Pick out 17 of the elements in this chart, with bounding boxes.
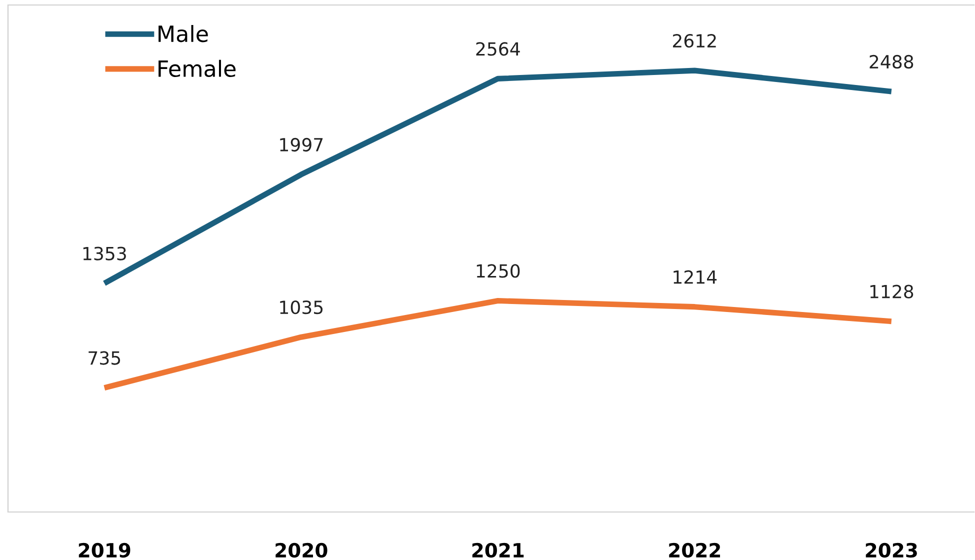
data-label: 2488	[870, 54, 914, 69]
x-tick-label: 2021	[472, 542, 524, 558]
data-label: 1128	[870, 284, 914, 298]
data-label: 2564	[476, 42, 520, 56]
x-tick-label: 2019	[78, 542, 130, 558]
data-label: 1035	[280, 300, 323, 314]
x-tick-label: 2022	[669, 542, 720, 558]
data-label: 1997	[280, 138, 323, 152]
data-label: 1353	[83, 246, 126, 260]
legend-label: Female	[158, 60, 236, 78]
legend-label: Male	[158, 25, 208, 42]
data-label: 2612	[672, 34, 716, 48]
data-label: 735	[88, 351, 120, 365]
data-label: 1214	[674, 270, 717, 284]
x-tick-label: 2023	[866, 542, 917, 558]
data-label: 1250	[476, 264, 520, 278]
x-tick-label: 2020	[276, 542, 328, 558]
